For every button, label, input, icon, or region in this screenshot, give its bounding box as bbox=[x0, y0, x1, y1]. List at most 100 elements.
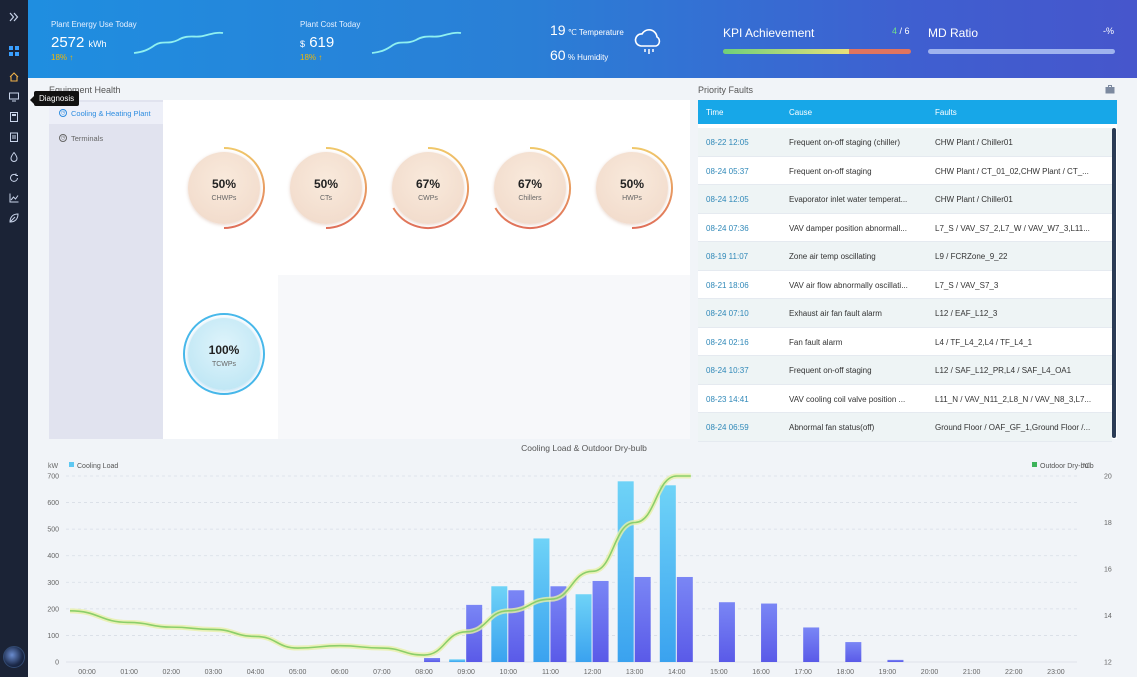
table-row[interactable]: 08-23 14:41 VAV cooling coil valve positi… bbox=[698, 385, 1112, 413]
kpi-count: 4 / 6 bbox=[892, 26, 910, 36]
gauge-chillers[interactable]: 67% Chillers bbox=[486, 144, 574, 232]
chart-title: Cooling Load & Outdoor Dry-bulb bbox=[521, 443, 647, 453]
y-tick-label-left: 100 bbox=[47, 633, 59, 640]
fault-time: 08-23 14:41 bbox=[706, 394, 749, 404]
y-tick-label-left: 400 bbox=[47, 553, 59, 560]
bar-cooling-load bbox=[659, 485, 676, 662]
gauge-cts[interactable]: 50% CTs bbox=[282, 144, 370, 232]
energy-sparkline bbox=[133, 31, 224, 54]
x-tick-label: 09:00 bbox=[457, 669, 475, 676]
y-tick-label-right: 18 bbox=[1104, 520, 1112, 527]
x-tick-label: 15:00 bbox=[710, 669, 728, 676]
y-tick-label-right: 14 bbox=[1104, 613, 1112, 620]
x-tick-label: 18:00 bbox=[837, 669, 855, 676]
table-row[interactable]: 08-24 06:59 Abnormal fan status(off) Groun… bbox=[698, 413, 1112, 442]
table-row[interactable]: 08-19 11:07 Zone air temp oscillating L9 /… bbox=[698, 242, 1112, 271]
md-ratio-bar bbox=[928, 49, 1115, 54]
home-icon[interactable] bbox=[0, 68, 28, 86]
energy-change: 18% ↑ bbox=[51, 53, 74, 62]
y-tick-label-left: 500 bbox=[47, 527, 59, 534]
bar-cooling-load-secondary bbox=[508, 590, 525, 662]
cloud-rain-icon bbox=[634, 29, 661, 54]
y-tick-label-right: 16 bbox=[1104, 567, 1112, 574]
energy-label: Plant Energy Use Today bbox=[51, 20, 137, 29]
fault-location: L11_N / VAV_N11_2,L8_N / VAV_N8_3,L7... bbox=[935, 394, 1092, 404]
column-faults[interactable]: Faults bbox=[935, 108, 957, 117]
calculator-icon[interactable] bbox=[0, 108, 28, 126]
table-row[interactable]: 08-21 18:06 VAV air flow abnormally oscil… bbox=[698, 271, 1112, 299]
y-tick-label-left: 700 bbox=[47, 474, 59, 481]
header-banner: Plant Energy Use Today 2572 kWh 18% ↑ Pl… bbox=[28, 0, 1137, 78]
gauge-hwps[interactable]: 50% HWPs bbox=[588, 144, 676, 232]
expand-icon[interactable] bbox=[0, 8, 28, 26]
x-tick-label: 16:00 bbox=[752, 669, 770, 676]
fault-cause: Fan fault alarm bbox=[789, 337, 843, 347]
table-row[interactable]: 08-24 07:36 VAV damper position abnormall… bbox=[698, 214, 1112, 242]
table-row[interactable]: 08-24 10:37 Frequent on-off staging L12 / … bbox=[698, 356, 1112, 385]
column-cause[interactable]: Cause bbox=[789, 108, 813, 117]
bar-cooling-load-secondary bbox=[761, 603, 778, 662]
legend-swatch-cooling-load bbox=[69, 462, 74, 467]
chart-icon[interactable] bbox=[0, 189, 28, 207]
y-tick-label-left: 300 bbox=[47, 580, 59, 587]
cost-label: Plant Cost Today bbox=[300, 20, 361, 29]
gauge-chwps[interactable]: 50% CHWPs bbox=[180, 144, 268, 232]
table-row[interactable]: 08-24 05:37 Frequent on-off staging CHW Pl… bbox=[698, 157, 1112, 185]
x-tick-label: 03:00 bbox=[205, 669, 223, 676]
fault-cause: VAV air flow abnormally oscillati... bbox=[789, 280, 908, 290]
bar-cooling-load-secondary bbox=[845, 642, 862, 662]
refresh-icon[interactable] bbox=[0, 169, 28, 187]
faults-scrollbar[interactable] bbox=[1112, 128, 1116, 438]
cost-value: $ 619 bbox=[300, 34, 335, 51]
fault-location: L7_S / VAV_S7_3 bbox=[935, 280, 999, 290]
diagnosis-icon[interactable] bbox=[0, 88, 28, 106]
equipment-empty-area bbox=[278, 275, 690, 439]
cost-sparkline bbox=[371, 31, 462, 54]
y-axis-unit-left: kW bbox=[48, 463, 59, 470]
x-tick-label: 22:00 bbox=[1005, 669, 1023, 676]
y-tick-label-right: 20 bbox=[1104, 474, 1112, 481]
priority-faults-table: Time Cause Faults 08-22 12:05 Frequent on… bbox=[698, 100, 1117, 442]
dashboard-icon[interactable] bbox=[0, 42, 28, 60]
bar-cooling-load-secondary bbox=[592, 580, 609, 662]
md-ratio-title: MD Ratio bbox=[928, 26, 979, 40]
clipboard-icon[interactable] bbox=[0, 128, 28, 146]
fault-cause: VAV cooling coil valve position ... bbox=[789, 394, 906, 404]
fault-location: L12 / EAF_L12_3 bbox=[935, 309, 998, 318]
md-ratio-value: -% bbox=[1103, 26, 1114, 36]
fault-location: L9 / FCRZone_9_22 bbox=[935, 252, 1008, 261]
equipment-tabs: ◷ Cooling & Heating Plant ◷ Terminals bbox=[49, 100, 163, 439]
fault-time: 08-24 12:05 bbox=[706, 195, 749, 204]
fault-time: 08-24 05:37 bbox=[706, 166, 749, 176]
bar-cooling-load-secondary bbox=[676, 576, 693, 662]
table-row[interactable]: 08-24 02:16 Fan fault alarm L4 / TF_L4_2,L… bbox=[698, 328, 1112, 356]
leaf-icon[interactable] bbox=[0, 209, 28, 227]
table-row[interactable]: 08-24 07:10 Exhaust air fan fault alarm L1… bbox=[698, 299, 1112, 328]
equipment-panel: ◷ Cooling & Heating Plant ◷ Terminals 50… bbox=[49, 100, 690, 439]
gauge-cwps[interactable]: 67% CWPs bbox=[384, 144, 472, 232]
bar-cooling-load-secondary bbox=[803, 627, 820, 662]
table-row[interactable]: 08-22 12:05 Frequent on-off staging (chil… bbox=[698, 128, 1112, 157]
tab-terminals[interactable]: ◷ Terminals bbox=[59, 133, 104, 143]
faults-header: Time Cause Faults bbox=[698, 100, 1117, 124]
column-time[interactable]: Time bbox=[706, 108, 724, 117]
briefcase-icon[interactable] bbox=[1105, 85, 1115, 94]
avatar[interactable] bbox=[3, 646, 25, 668]
fault-time: 08-24 07:36 bbox=[706, 223, 749, 233]
x-tick-label: 04:00 bbox=[247, 669, 265, 676]
tab-cooling-heating[interactable]: ◷ Cooling & Heating Plant bbox=[49, 102, 163, 124]
fault-time: 08-24 02:16 bbox=[706, 337, 749, 347]
fault-cause: Frequent on-off staging bbox=[789, 166, 872, 176]
gauge-icon: ◷ bbox=[59, 109, 67, 117]
kpi-title: KPI Achievement bbox=[723, 26, 815, 40]
y-tick-label-left: 200 bbox=[47, 606, 59, 613]
gauge-icon: ◷ bbox=[59, 134, 67, 142]
x-tick-label: 19:00 bbox=[879, 669, 897, 676]
flame-icon[interactable] bbox=[0, 148, 28, 166]
gauge-tcwps[interactable]: 100% TCWPs bbox=[180, 310, 268, 398]
sidebar bbox=[0, 0, 28, 677]
table-row[interactable]: 08-24 12:05 Evaporator inlet water temper… bbox=[698, 185, 1112, 214]
kpi-progress-bar bbox=[723, 49, 911, 54]
x-tick-label: 13:00 bbox=[626, 669, 644, 676]
priority-faults-title: Priority Faults bbox=[698, 85, 754, 95]
